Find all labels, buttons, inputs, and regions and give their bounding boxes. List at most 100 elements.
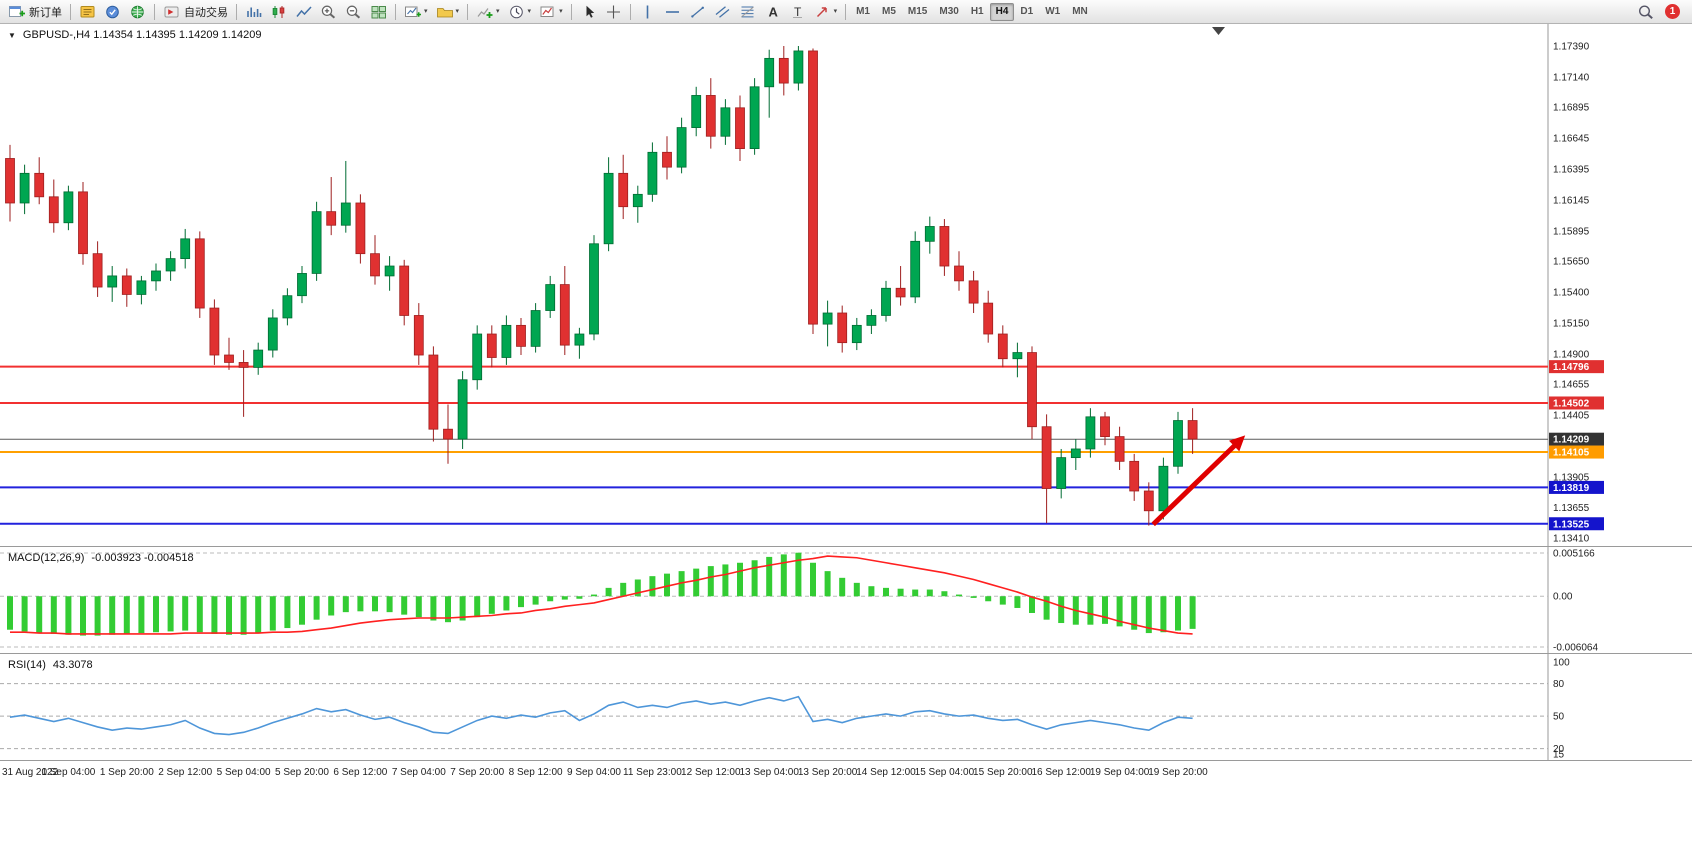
bar-chart-button[interactable] [241, 2, 266, 22]
svg-text:6 Sep 12:00: 6 Sep 12:00 [333, 767, 387, 778]
svg-text:1.15650: 1.15650 [1553, 257, 1590, 268]
svg-text:11 Sep 23:00: 11 Sep 23:00 [623, 767, 682, 778]
notification-badge[interactable]: 1 [1665, 4, 1680, 19]
new-order-button[interactable]: 新订单 [4, 2, 66, 22]
timeframe-m1-button[interactable]: M1 [856, 6, 870, 17]
chevron-down-icon: ▾ [496, 8, 500, 15]
svg-text:20: 20 [1553, 744, 1565, 755]
toolbar-separator [467, 3, 469, 20]
svg-text:T: T [794, 5, 802, 19]
label-button[interactable]: T [785, 2, 810, 22]
panel-divider[interactable] [0, 760, 1692, 761]
svg-text:19 Sep 04:00: 19 Sep 04:00 [1090, 767, 1150, 778]
arrows-button[interactable]: ▾ [810, 2, 842, 22]
price-chart[interactable]: 1.17390 1.17140 1.16895 1.16645 1.16395 1.161… [0, 24, 1692, 546]
toolbar-separator [845, 3, 847, 20]
price-label-1.13525 [1549, 517, 1604, 531]
signals-button[interactable] [100, 2, 125, 22]
new-chart-button[interactable]: ▾ [400, 2, 432, 22]
line-chart-button[interactable] [291, 2, 316, 22]
vertical-line-button[interactable] [635, 2, 660, 22]
svg-text:1.16895: 1.16895 [1553, 103, 1590, 114]
autotrade-button[interactable]: 自动交易 [159, 2, 232, 22]
cursor-icon [580, 4, 597, 20]
svg-text:1.13655: 1.13655 [1553, 503, 1590, 514]
indicators-button[interactable]: ▾ [472, 2, 504, 22]
zoom-in-button[interactable] [316, 2, 341, 22]
trend-arrow[interactable] [1151, 439, 1241, 527]
svg-text:-0.006064: -0.006064 [1553, 643, 1598, 654]
chevron-down-icon: ▾ [455, 8, 460, 15]
search-button[interactable] [1633, 2, 1658, 22]
toolbar: 新订单 自动交易 ▾ ▾ ▾ ▾ ▾ A T ▾ M1 M5 M15 M30 H1 H4 D1 W1 MN 1 [0, 0, 1692, 24]
templates-button[interactable]: ▾ [535, 2, 567, 22]
chart-shift-marker[interactable] [1212, 27, 1225, 35]
macd-histogram [7, 552, 1196, 636]
svg-text:1.16395: 1.16395 [1553, 164, 1590, 175]
zoom-out-button[interactable] [341, 2, 366, 22]
svg-text:0.00: 0.00 [1553, 592, 1573, 603]
timeframe-h4-button[interactable]: H4 [989, 2, 1015, 21]
y-axis-ticks: 1.17390 1.17140 1.16895 1.16645 1.16395 1.161… [1553, 42, 1590, 545]
svg-text:1 Sep 20:00: 1 Sep 20:00 [100, 767, 154, 778]
timeframe-mn-button[interactable]: MN [1072, 6, 1088, 17]
cursor-button[interactable] [576, 2, 601, 22]
svg-text:13 Sep 04:00: 13 Sep 04:00 [739, 767, 799, 778]
svg-text:7 Sep 04:00: 7 Sep 04:00 [392, 767, 446, 778]
trendline-button[interactable] [685, 2, 710, 22]
panel-divider[interactable] [0, 653, 1692, 654]
horizontal-lines [0, 365, 1548, 525]
svg-text:1.14105: 1.14105 [1553, 448, 1590, 459]
svg-text:1.14655: 1.14655 [1553, 380, 1590, 391]
one-click-trading-toggle[interactable]: ▼ [8, 30, 16, 40]
text-button[interactable]: A [760, 2, 785, 22]
fibonacci-icon [739, 4, 756, 20]
tile-windows-button[interactable] [366, 2, 391, 22]
tile-windows-icon [370, 4, 387, 20]
channel-button[interactable] [710, 2, 735, 22]
signals-icon [104, 4, 121, 20]
macd-panel: 0.005166 0.00 -0.006064 MACD(12,26,9) -0.0… [0, 547, 1692, 653]
svg-text:1.14502: 1.14502 [1553, 398, 1590, 409]
timeframe-h1-button[interactable]: H1 [970, 6, 984, 17]
panel-divider[interactable] [0, 546, 1692, 547]
trend-arrow-head [1229, 435, 1246, 452]
label-icon: T [789, 4, 806, 20]
fibonacci-button[interactable] [735, 2, 760, 22]
candle-chart-button[interactable] [266, 2, 291, 22]
candle-chart-icon [270, 4, 287, 20]
svg-text:31 Aug 2022: 31 Aug 2022 [2, 767, 59, 778]
toolbar-separator [395, 3, 396, 20]
svg-text:0.005166: 0.005166 [1553, 549, 1595, 560]
profiles-icon [436, 4, 453, 20]
macd-chart[interactable]: 0.005166 0.00 -0.006064 [0, 547, 1692, 653]
time-axis-panel: 31 Aug 2022 1 Sep 04:00 1 Sep 20:00 2 Sep 1… [0, 761, 1692, 787]
svg-text:5 Sep 04:00: 5 Sep 04:00 [217, 767, 271, 778]
crosshair-icon [605, 4, 622, 20]
svg-text:1.15150: 1.15150 [1553, 318, 1590, 329]
timeframe-d1-button[interactable]: D1 [1020, 6, 1034, 17]
chevron-down-icon: ▾ [559, 8, 563, 15]
toolbar-right: 1 [1633, 2, 1688, 22]
svg-text:12 Sep 12:00: 12 Sep 12:00 [681, 767, 741, 778]
market-button[interactable] [75, 2, 100, 22]
candles [5, 46, 1198, 526]
timeframe-m5-button[interactable]: M5 [882, 6, 896, 17]
timeframe-m30-button[interactable]: M30 [939, 6, 959, 17]
profiles-button[interactable]: ▾ [432, 2, 464, 22]
timeframe-w1-button[interactable]: W1 [1045, 6, 1061, 17]
community-button[interactable] [125, 2, 150, 22]
community-icon [129, 4, 146, 20]
horizontal-line-button[interactable] [660, 2, 685, 22]
svg-text:9 Sep 04:00: 9 Sep 04:00 [567, 767, 621, 778]
timeframe-m15-button[interactable]: M15 [907, 6, 928, 17]
svg-text:100: 100 [1553, 658, 1570, 669]
periods-button[interactable]: ▾ [504, 2, 536, 22]
svg-text:50: 50 [1553, 712, 1565, 723]
crosshair-button[interactable] [601, 2, 626, 22]
svg-text:8 Sep 12:00: 8 Sep 12:00 [509, 767, 563, 778]
svg-text:7 Sep 20:00: 7 Sep 20:00 [450, 767, 504, 778]
horizontal-line-icon [664, 4, 681, 20]
